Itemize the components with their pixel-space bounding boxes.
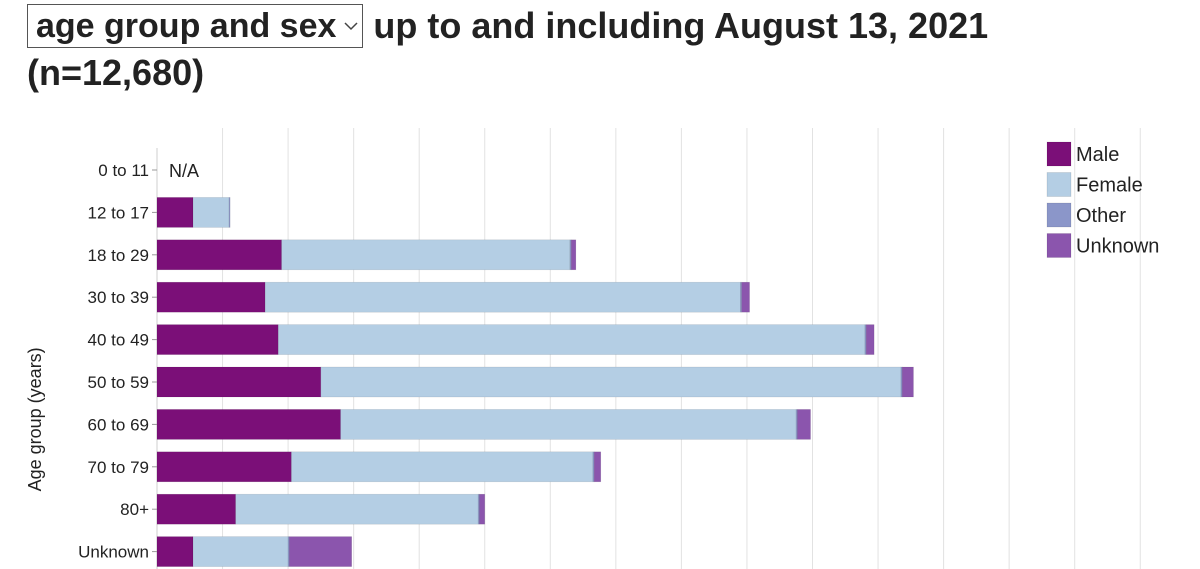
bar-female-12-to-17[interactable]: [192, 197, 230, 228]
bar-unknown-30-to-39[interactable]: [741, 281, 750, 313]
chart-title: up to and including August 13, 2021: [373, 5, 989, 46]
bar-male-30-to-39[interactable]: [156, 281, 266, 313]
y-tick-label: Unknown: [78, 543, 149, 562]
bar-female-80[interactable]: [235, 493, 479, 525]
bar-female-50-to-59[interactable]: [320, 366, 902, 398]
legend-swatch-other: [1046, 202, 1072, 228]
bar-male-70-to-79[interactable]: [156, 451, 292, 483]
y-tick-label: 12 to 17: [88, 203, 149, 222]
bar-male-60-to-69[interactable]: [156, 409, 341, 440]
bar-other-12-to-17[interactable]: [228, 197, 231, 228]
bar-other-50-to-59[interactable]: [900, 366, 903, 398]
legend-swatch-female: [1046, 172, 1072, 197]
y-axis-title: Age group (years): [25, 347, 45, 491]
bar-other-70-to-79[interactable]: [592, 451, 595, 483]
bar-female-70-to-79[interactable]: [291, 451, 594, 483]
legend-label-male: Male: [1076, 144, 1119, 166]
legend-label-female: Female: [1076, 175, 1143, 197]
bar-male-40-to-49[interactable]: [156, 324, 279, 355]
y-tick-label: 50 to 59: [88, 373, 149, 392]
bar-male-18-to-29[interactable]: [156, 239, 282, 271]
legend-label-other: Other: [1076, 205, 1126, 227]
y-tick-label: 60 to 69: [88, 415, 149, 434]
bar-female-unknown[interactable]: [192, 536, 289, 567]
bar-female-40-to-49[interactable]: [277, 324, 866, 355]
bars: [156, 197, 914, 567]
bar-male-80[interactable]: [156, 493, 236, 525]
bar-unknown-80[interactable]: [479, 493, 486, 525]
y-tick-label: 80+: [120, 500, 149, 519]
legend-swatch-male: [1046, 141, 1072, 167]
grouping-select-value: age group and sex: [36, 6, 337, 45]
y-tick-label: 18 to 29: [88, 246, 149, 265]
bar-unknown-60-to-69[interactable]: [797, 409, 811, 440]
bar-unknown-50-to-59[interactable]: [902, 366, 914, 398]
y-tick-label: 40 to 49: [88, 331, 149, 350]
bar-male-unknown[interactable]: [156, 536, 194, 567]
bar-unknown-40-to-49[interactable]: [865, 324, 875, 355]
y-tick-label: 30 to 39: [88, 288, 149, 307]
bar-male-50-to-59[interactable]: [156, 366, 322, 398]
na-label: N/A: [169, 161, 199, 181]
bar-unknown-70-to-79[interactable]: [593, 451, 602, 483]
grouping-select[interactable]: age group and sex: [27, 4, 364, 48]
chart-count: (n=12,680): [27, 52, 205, 93]
bar-unknown-18-to-29[interactable]: [570, 239, 577, 271]
legend-label-unknown: Unknown: [1076, 236, 1159, 258]
bar-unknown-unknown[interactable]: [289, 536, 352, 567]
bar-female-30-to-39[interactable]: [264, 281, 741, 313]
bar-female-60-to-69[interactable]: [340, 409, 797, 440]
bar-other-60-to-69[interactable]: [795, 409, 798, 440]
chart-header: age group and sex up to and including Au…: [27, 2, 1187, 94]
title-line: age group and sex up to and including Au…: [27, 2, 1187, 50]
y-tick-label: 70 to 79: [88, 458, 149, 477]
bar-male-12-to-17[interactable]: [156, 197, 194, 228]
chevron-down-icon: [344, 22, 358, 31]
bar-female-18-to-29[interactable]: [281, 239, 571, 271]
y-tick-label: 0 to 11: [98, 161, 149, 180]
legend-swatch-unknown: [1046, 233, 1072, 258]
legend: Male Female Other Unknown: [1046, 141, 1159, 258]
